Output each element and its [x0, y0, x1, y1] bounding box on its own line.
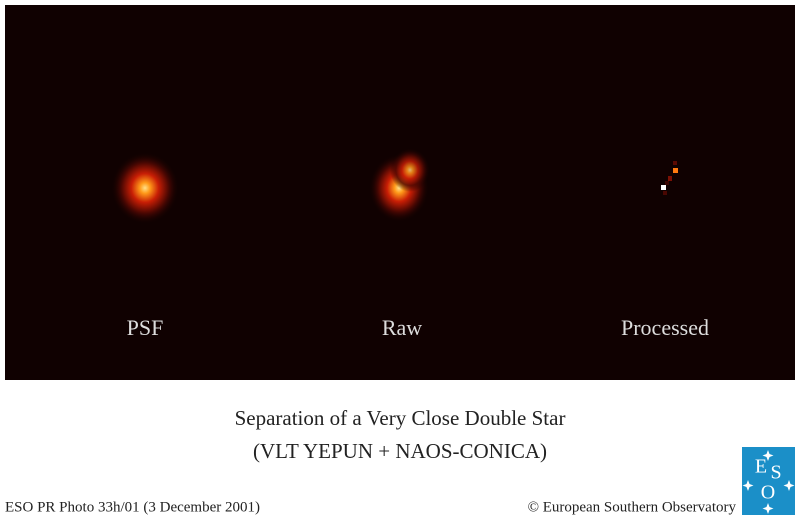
panel-label: PSF	[127, 315, 164, 340]
copyright: © European Southern Observatory	[528, 499, 737, 515]
logo-letter: E	[755, 456, 767, 478]
caption-subtitle: (VLT YEPUN + NAOS-CONICA)	[253, 439, 547, 463]
psf-star	[111, 152, 179, 224]
panel-label: Processed	[621, 315, 709, 340]
photo-credit: ESO PR Photo 33h/01 (3 December 2001)	[5, 499, 260, 515]
eso-logo: E S O	[742, 447, 795, 515]
logo-letter: O	[761, 482, 775, 504]
processed-stars	[661, 161, 678, 195]
logo-letter: S	[770, 462, 781, 484]
panel-label: Raw	[382, 315, 422, 340]
caption-title: Separation of a Very Close Double Star	[235, 406, 566, 430]
raw-star-b	[390, 148, 430, 192]
